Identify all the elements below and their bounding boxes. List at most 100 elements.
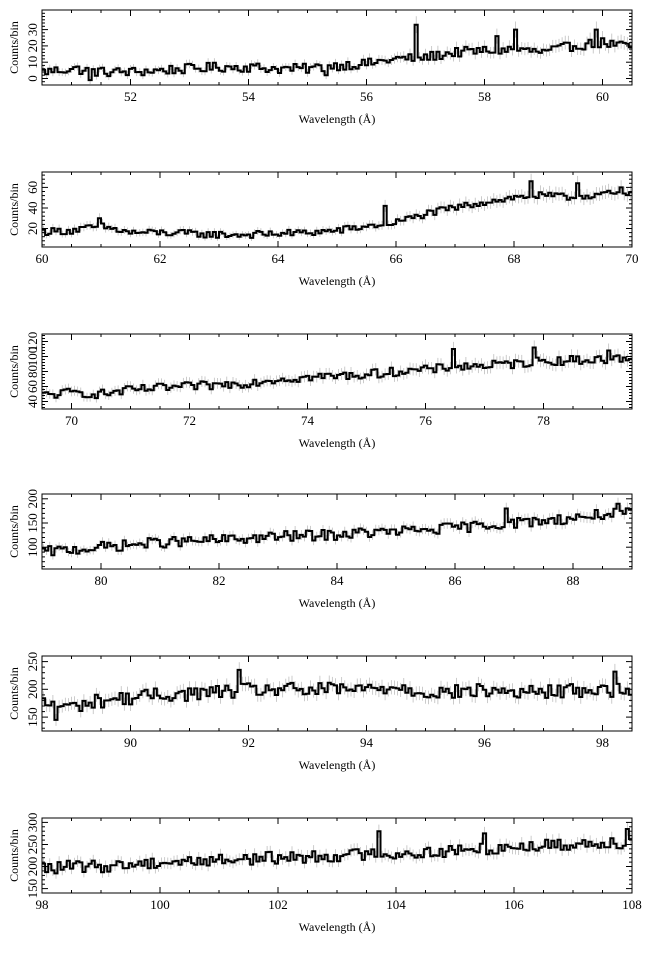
x-tick-label: 64 — [272, 251, 286, 266]
error-bars — [43, 340, 631, 403]
x-tick-label: 84 — [331, 573, 345, 588]
x-tick-label: 86 — [449, 573, 463, 588]
x-tick-label: 88 — [567, 573, 580, 588]
x-tick-label: 106 — [504, 897, 524, 912]
y-tick-label: 200 — [25, 489, 40, 509]
x-axis-title: Wavelength (Å) — [299, 920, 376, 934]
x-tick-label: 90 — [124, 735, 137, 750]
x-ticks — [41, 10, 633, 85]
x-tick-label: 66 — [390, 251, 404, 266]
x-axis-title: Wavelength (Å) — [299, 274, 376, 288]
x-tick-label: 54 — [242, 89, 256, 104]
panel-5: 90 92 94 96 98 150 200 250 Counts/bin Wavelength … — [7, 652, 633, 772]
panel-6: 98 100 102 104 106 108 150 200 250 300 Counts/bin W… — [7, 813, 642, 934]
error-bars — [43, 822, 631, 879]
x-tick-label: 94 — [360, 735, 374, 750]
x-axis-title: Wavelength (Å) — [299, 436, 376, 450]
x-tick-label: 76 — [419, 413, 433, 428]
y-ticks — [42, 817, 632, 894]
y-tick-label: 20 — [25, 222, 40, 235]
y-axis-title: Counts/bin — [7, 505, 21, 558]
x-tick-label: 82 — [213, 573, 226, 588]
x-tick-label: 98 — [36, 897, 49, 912]
spectrum-series — [42, 502, 632, 557]
y-tick-label: 250 — [25, 835, 40, 855]
y-tick-label: 80 — [25, 365, 40, 378]
x-tick-label: 92 — [242, 735, 255, 750]
plot-area — [42, 340, 632, 403]
y-tick-label: 60 — [25, 181, 40, 194]
y-ticks — [42, 335, 632, 408]
y-tick-label: 150 — [25, 513, 40, 533]
spectrum-series — [42, 668, 632, 721]
x-axis-title: Wavelength (Å) — [299, 758, 376, 772]
error-bars — [43, 497, 631, 560]
y-tick-label: 150 — [25, 879, 40, 899]
plot-area — [42, 662, 632, 726]
x-tick-label: 60 — [596, 89, 609, 104]
plot-area — [42, 173, 632, 241]
y-tick-label: 60 — [25, 380, 40, 393]
y-ticks — [42, 493, 632, 568]
y-ticks — [42, 174, 632, 246]
x-tick-label: 96 — [478, 735, 492, 750]
x-tick-label: 104 — [386, 897, 406, 912]
x-tick-label: 70 — [65, 413, 78, 428]
spectrum-series — [42, 828, 632, 875]
y-tick-label: 300 — [25, 813, 40, 833]
x-tick-label: 108 — [622, 897, 642, 912]
x-tick-label: 68 — [508, 251, 521, 266]
y-tick-label: 200 — [25, 857, 40, 877]
x-axis-title: Wavelength (Å) — [299, 112, 376, 126]
x-tick-label: 60 — [36, 251, 49, 266]
x-ticks — [41, 334, 633, 409]
x-ticks — [41, 818, 633, 893]
y-tick-label: 40 — [25, 202, 40, 215]
y-tick-label: 10 — [25, 56, 40, 69]
x-tick-label: 62 — [154, 251, 167, 266]
y-tick-label: 30 — [25, 23, 40, 36]
y-tick-label: 100 — [25, 537, 40, 557]
y-ticks — [42, 655, 632, 729]
x-tick-label: 80 — [95, 573, 108, 588]
y-tick-label: 200 — [25, 680, 40, 700]
x-tick-label: 74 — [301, 413, 315, 428]
spectrum-series — [42, 180, 632, 239]
y-tick-label: 40 — [25, 395, 40, 408]
x-ticks — [41, 494, 633, 569]
y-tick-label: 250 — [25, 652, 40, 672]
panel-1: 52 54 56 58 60 0 10 20 30 Counts/bin Wavelength (Å… — [7, 9, 633, 126]
x-tick-label: 70 — [626, 251, 639, 266]
x-ticks — [41, 172, 633, 247]
axes-frame — [41, 493, 633, 570]
y-axis-title: Counts/bin — [7, 183, 21, 236]
y-axis-title: Counts/bin — [7, 345, 21, 398]
panel-2: 60 62 64 66 68 70 20 40 60 Counts/bin Wavelength (… — [7, 171, 639, 288]
x-tick-label: 56 — [360, 89, 374, 104]
spectrum-series — [42, 346, 632, 400]
y-tick-label: 100 — [25, 347, 40, 367]
y-axis-title: Counts/bin — [7, 667, 21, 720]
x-tick-label: 98 — [596, 735, 609, 750]
y-axis-title: Counts/bin — [7, 21, 21, 74]
y-tick-label: 0 — [25, 75, 40, 82]
x-tick-label: 52 — [124, 89, 137, 104]
y-tick-label: 120 — [25, 332, 40, 352]
plot-area — [42, 497, 632, 560]
y-ticks — [42, 9, 632, 86]
x-ticks — [41, 656, 633, 731]
y-tick-label: 150 — [25, 707, 40, 727]
axes-frame — [41, 333, 633, 410]
plot-area — [42, 822, 632, 879]
plot-area — [42, 16, 632, 84]
x-axis-title: Wavelength (Å) — [299, 596, 376, 610]
spectrum-series — [42, 23, 632, 82]
y-axis-title: Counts/bin — [7, 829, 21, 882]
panel-4: 80 82 84 86 88 100 150 200 Counts/bin Wavelength … — [7, 489, 633, 610]
x-tick-label: 102 — [268, 897, 288, 912]
x-tick-label: 72 — [183, 413, 196, 428]
x-tick-label: 58 — [478, 89, 491, 104]
